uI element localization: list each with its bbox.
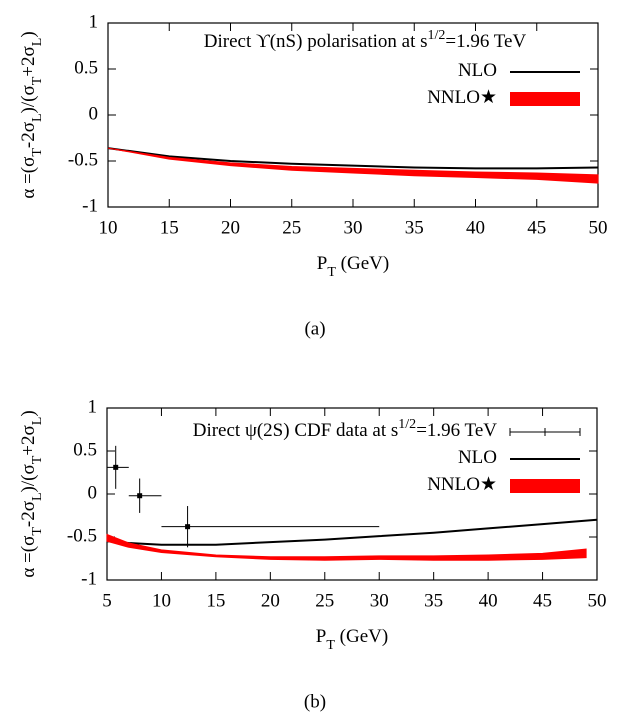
x-tick-label: 25 — [315, 590, 334, 611]
text-part: 1/2 — [428, 28, 446, 43]
text-part: +2σ — [18, 425, 39, 455]
data-point — [113, 464, 119, 470]
text-part: P — [317, 253, 328, 274]
legend-swatch — [510, 92, 580, 106]
text-part: L — [30, 417, 45, 426]
x-tick-label: 40 — [466, 217, 485, 238]
x-tick-label: 35 — [405, 217, 424, 238]
text-part: -2σ — [18, 501, 39, 527]
x-tick-label: 40 — [479, 590, 498, 611]
x-tick-label: 25 — [282, 217, 301, 238]
text-part: NLO — [458, 60, 497, 81]
x-axis-label: PT (GeV) — [316, 626, 388, 652]
y-tick-label: 0.5 — [74, 57, 98, 78]
x-tick-label: 20 — [261, 590, 280, 611]
caption: (b) — [304, 691, 326, 712]
text-part: T — [30, 148, 45, 157]
y-axis-label: α =(σT-2σL)/(σT+2σL) — [18, 410, 44, 577]
text-part: Direct ϒ(nS) polarisation at s — [204, 31, 428, 52]
legend-label: NLO — [458, 60, 497, 81]
text-part: Direct ψ(2S) CDF data at s — [193, 420, 399, 441]
x-tick-label: 30 — [370, 590, 389, 611]
text-part: ) — [18, 410, 39, 416]
text-part: T — [327, 265, 336, 280]
text-part: NLO — [458, 447, 497, 468]
text-part: T — [30, 76, 45, 85]
text-part: NNLO★ — [427, 474, 497, 495]
text-part: L — [30, 38, 45, 47]
text-part: )/(σ — [18, 85, 39, 113]
text-part: L — [30, 492, 45, 501]
legend-label: NNLO★ — [427, 474, 497, 495]
y-tick-label: 0.5 — [73, 439, 97, 460]
text-part: P — [316, 626, 327, 647]
text-part: T — [326, 638, 335, 653]
text-part: T — [30, 527, 45, 536]
y-tick-label: 1 — [88, 396, 98, 417]
x-tick-label: 30 — [344, 217, 363, 238]
text-part: ) — [18, 31, 39, 37]
x-axis-label: PT (GeV) — [317, 253, 389, 279]
legend-label: Direct ψ(2S) CDF data at s1/2=1.96 TeV — [193, 417, 498, 442]
text-part: L — [30, 113, 45, 122]
legend-swatch — [510, 479, 580, 493]
x-tick-label: 35 — [424, 590, 443, 611]
y-tick-label: -1 — [81, 568, 97, 589]
text-part: )/(σ — [18, 464, 39, 492]
x-tick-label: 45 — [527, 217, 546, 238]
text-part: =1.96 TeV — [445, 31, 526, 52]
x-tick-label: 15 — [160, 217, 179, 238]
data-point — [185, 524, 191, 530]
text-part: T — [30, 455, 45, 464]
x-tick-label: 10 — [99, 217, 118, 238]
annotation: Direct ϒ(nS) polarisation at s1/2=1.96 T… — [204, 28, 527, 53]
text-part: -2σ — [18, 122, 39, 148]
y-tick-label: 0 — [89, 103, 99, 124]
x-tick-label: 5 — [102, 590, 112, 611]
text-part: NNLO★ — [427, 87, 497, 108]
y-tick-label: 1 — [89, 11, 99, 32]
text-part: +2σ — [18, 46, 39, 76]
data-point — [137, 493, 143, 499]
text-part: 1/2 — [398, 417, 416, 432]
x-tick-label: 20 — [221, 217, 240, 238]
caption: (a) — [304, 318, 325, 339]
text-part: =1.96 TeV — [416, 420, 497, 441]
y-tick-label: 0 — [88, 482, 98, 503]
y-axis-label: α =(σT-2σL)/(σT+2σL) — [18, 31, 44, 198]
x-tick-label: 15 — [206, 590, 225, 611]
line — [107, 147, 599, 170]
text-part: (GeV) — [335, 626, 388, 647]
x-tick-label: 45 — [533, 590, 552, 611]
text-part: α =(σ — [18, 536, 39, 578]
legend-label: NNLO★ — [427, 87, 497, 108]
y-tick-label: -0.5 — [67, 525, 97, 546]
x-tick-label: 10 — [152, 590, 171, 611]
line — [106, 518, 598, 546]
text-part: (GeV) — [336, 253, 389, 274]
x-tick-label: 50 — [589, 217, 608, 238]
legend-label: NLO — [458, 447, 497, 468]
x-tick-label: 50 — [588, 590, 607, 611]
band — [106, 533, 587, 561]
y-tick-label: -0.5 — [68, 149, 98, 170]
band — [107, 147, 599, 184]
y-tick-label: -1 — [82, 195, 98, 216]
text-part: α =(σ — [18, 157, 39, 199]
